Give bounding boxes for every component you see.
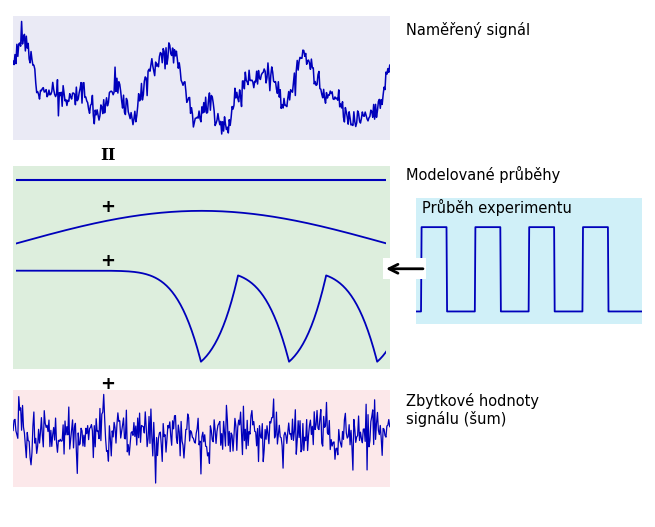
Text: +: + bbox=[101, 198, 115, 216]
Text: Zbytkové hodnoty
signálu (šum): Zbytkové hodnoty signálu (šum) bbox=[406, 393, 539, 427]
Text: II: II bbox=[100, 147, 116, 164]
Text: Naměřený signál: Naměřený signál bbox=[406, 22, 531, 38]
Text: +: + bbox=[101, 252, 115, 270]
Text: Modelované průběhy: Modelované průběhy bbox=[406, 166, 560, 183]
Text: +: + bbox=[101, 375, 115, 393]
Text: Průběh experimentu: Průběh experimentu bbox=[422, 199, 572, 216]
